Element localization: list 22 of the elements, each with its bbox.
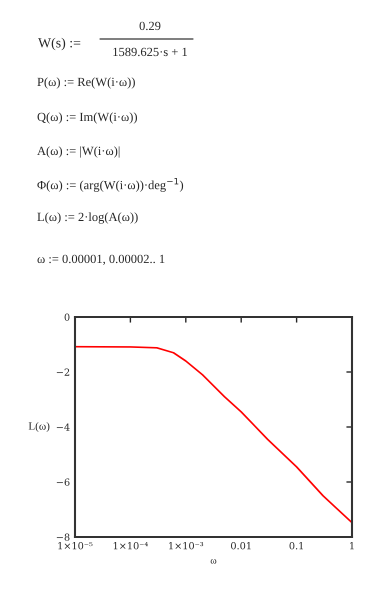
- y-tick-label: 0: [64, 313, 70, 321]
- text: W(s) :=: [38, 38, 80, 50]
- x-tick-label: 0.1: [290, 542, 303, 550]
- text: A(ω) := |W(i·ω)|: [37, 146, 120, 158]
- y-tick-label: −2: [56, 368, 70, 376]
- y-tick-label: −8: [56, 533, 70, 541]
- text: Q(ω) := Im(W(i·ω)): [38, 112, 137, 124]
- y-axis-title: L(ω): [28, 422, 50, 432]
- text: Φ(ω) := (arg(W(i·ω))·deg$^{−1}$): [37, 178, 184, 192]
- x-tick-label: 0.01: [231, 542, 251, 550]
- x-tick-label: 1×10⁻³: [169, 542, 204, 550]
- y-tick-label: −4: [56, 423, 70, 431]
- text: 0.29: [140, 22, 160, 30]
- x-tick-label: 1×10⁻⁵: [58, 542, 92, 550]
- text: P(ω) := Re(W(i·ω)): [37, 77, 135, 89]
- text: L(ω) := 2·log(A(ω)): [37, 212, 138, 224]
- x-tick-label: 1×10⁻⁴: [114, 542, 148, 550]
- text: ω := 0.00001, 0.00002.. 1: [37, 254, 164, 265]
- text: 1589.625·s + 1: [113, 48, 187, 56]
- y-tick-label: −6: [56, 478, 70, 486]
- x-tick-label: 1: [350, 542, 354, 550]
- x-axis-title: ω: [210, 559, 216, 564]
